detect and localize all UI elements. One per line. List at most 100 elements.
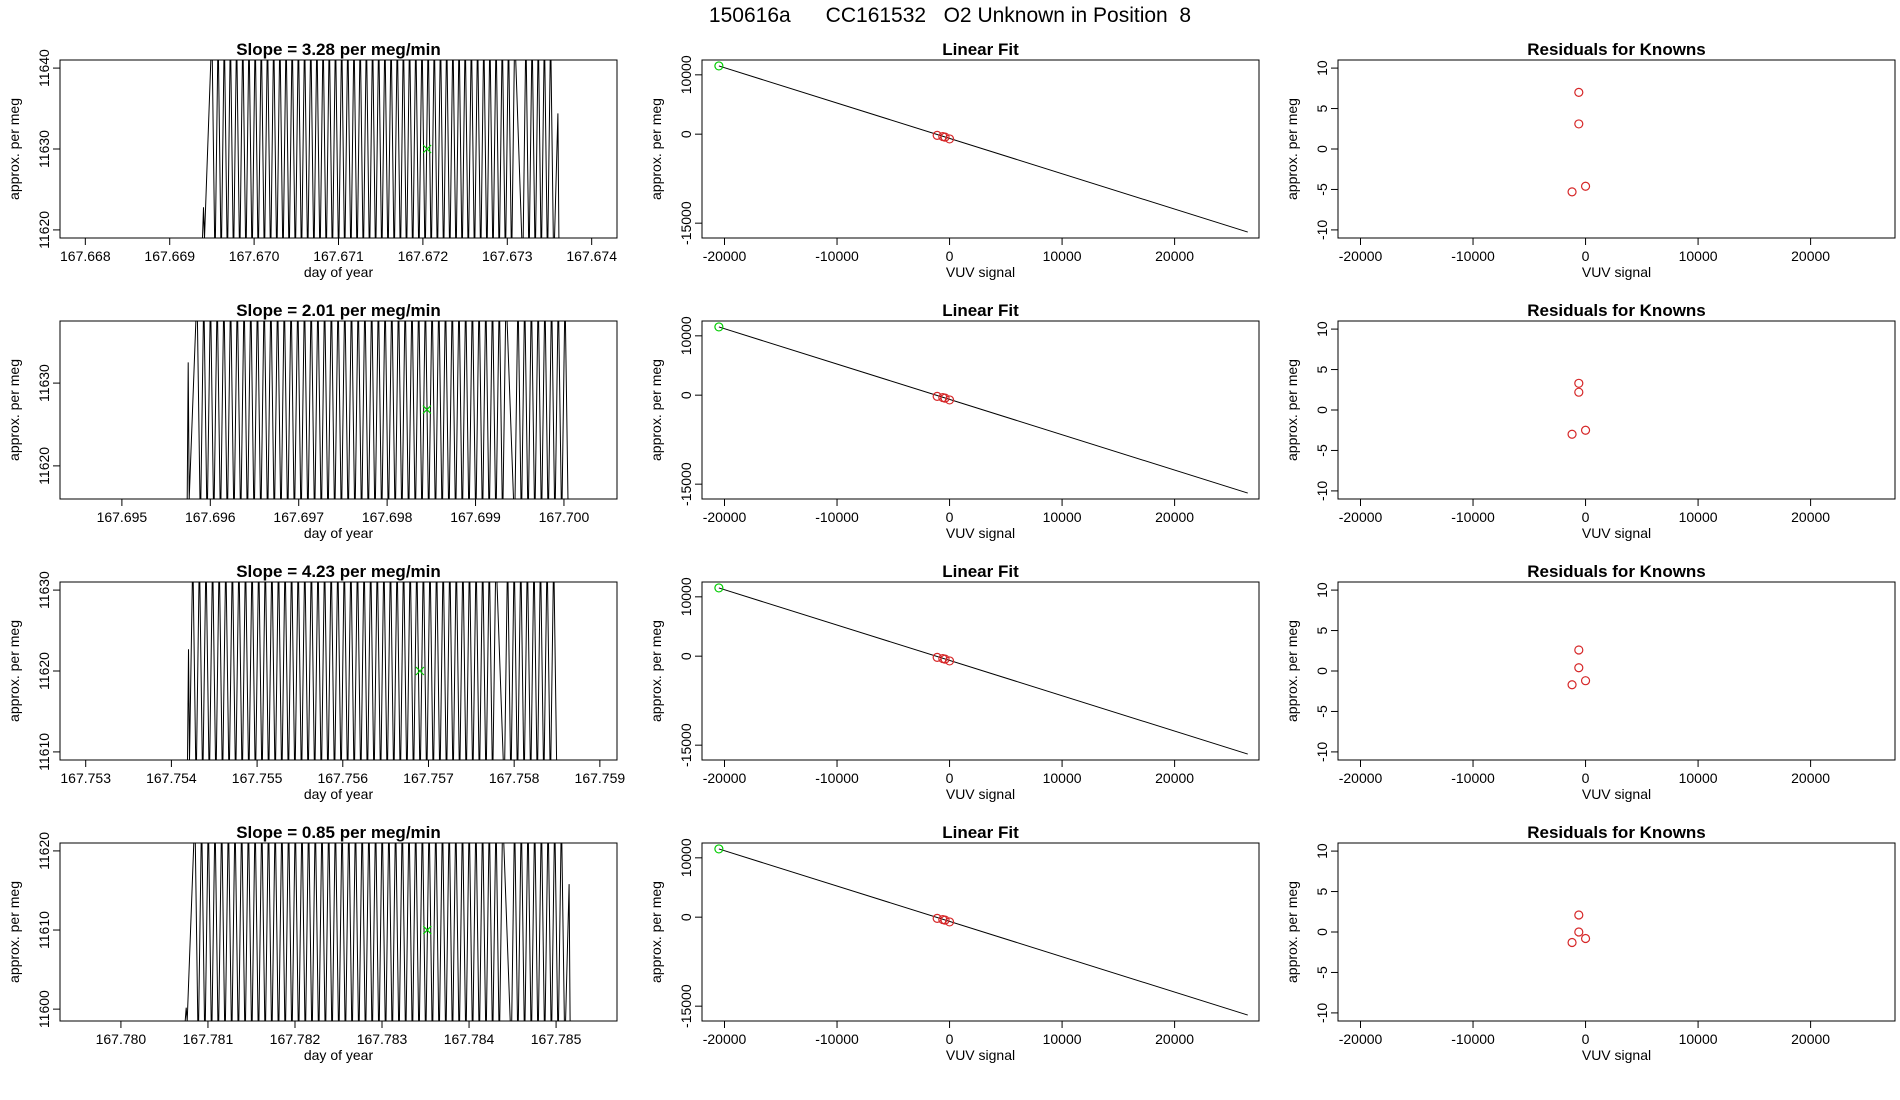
fit-line [718,848,1248,1016]
known-point-marker [940,654,950,664]
x-tick-label: -10000 [1451,248,1495,264]
per-meg-trace [60,60,560,238]
x-tick-label: 20000 [1155,770,1194,786]
x-tick-label: 167.756 [317,770,368,786]
chart-title: Slope = 2.01 per meg/min [236,301,441,320]
x-axis-label: day of year [304,525,374,541]
x-tick-label: 10000 [1679,248,1718,264]
known-point-marker [1567,680,1577,690]
plot-data [60,582,558,760]
known-point-marker [944,656,955,666]
plot-data [714,322,1248,494]
x-tick-label: -10000 [1451,1031,1495,1047]
x-tick-label: 167.668 [60,248,111,264]
unknown-point-marker [422,405,432,415]
x-tick-label: 10000 [1043,509,1082,525]
x-tick-label: 167.754 [146,770,197,786]
x-tick-label: -10000 [1451,509,1495,525]
plot-frame [701,581,1260,761]
x-tick-label: 0 [946,248,954,264]
chart-panel-time-series-1: Slope = 3.28 per meg/min 167.668 167.669 16… [6,40,618,280]
x-tick-label: 10000 [1679,509,1718,525]
x-tick-label: 20000 [1791,1031,1830,1047]
x-axis-label: VUV signal [946,525,1015,541]
known-point-marker [1574,910,1584,920]
x-tick-label: 167.782 [270,1031,321,1047]
x-tick-label: 167.784 [444,1031,495,1047]
x-tick-label: 167.758 [489,770,540,786]
plot-frame [701,842,1260,1022]
chart-title: Linear Fit [942,301,1019,320]
chart-title: Linear Fit [942,562,1019,581]
y-tick-label: -15000 [678,984,694,1028]
x-axis-label: VUV signal [946,1047,1015,1063]
y-tick-label: 10 [1314,582,1330,598]
y-tick-label: 0 [678,652,694,660]
known-point-marker [1580,425,1591,435]
y-tick-label: 10 [1314,321,1330,337]
known-point-marker [1567,187,1577,197]
x-tick-label: 20000 [1155,1031,1194,1047]
y-tick-label: 0 [1314,928,1330,936]
x-tick-label: 0 [1582,509,1590,525]
unknown-point-marker [714,844,724,854]
known-point-marker [1574,927,1584,937]
known-point-marker [1574,387,1584,397]
chart-panel-time-series-3: Slope = 4.23 per meg/min 167.753 167.754 16… [6,562,625,802]
y-tick-label: 10000 [678,55,694,94]
x-tick-label: -20000 [1339,770,1383,786]
x-tick-label: -10000 [815,248,859,264]
x-tick-label: 167.699 [450,509,501,525]
x-tick-label: 167.785 [531,1031,582,1047]
x-tick-label: 20000 [1791,509,1830,525]
known-point-marker [1567,937,1577,948]
y-tick-label: 11600 [36,990,52,1028]
x-tick-label: 167.781 [183,1031,234,1047]
chart-panel-linear-fit-1: Linear Fit -20000 -10000 0 10000 20000 -15000 0… [648,40,1260,280]
known-point-marker [1580,933,1591,944]
known-point-marker [940,915,950,925]
known-point-marker [1580,181,1591,191]
y-tick-label: 10 [1314,60,1330,76]
x-tick-label: 10000 [1043,1031,1082,1047]
x-tick-label: 167.671 [313,248,364,264]
chart-panel-linear-fit-3: Linear Fit -20000 -10000 0 10000 20000 -15000 0… [648,562,1260,802]
y-tick-label: 11620 [36,832,52,870]
y-tick-label: 11630 [36,364,52,402]
unknown-point-marker [422,144,432,154]
x-axis-label: VUV signal [1582,264,1651,280]
y-axis-label: approx. per meg [648,359,664,461]
x-tick-label: 167.780 [96,1031,147,1047]
x-axis-label: VUV signal [1582,786,1651,802]
chart-panel-residuals-4: Residuals for Knowns -20000 -10000 0 10000 20… [1284,823,1896,1063]
chart-title: Linear Fit [942,823,1019,842]
y-tick-label: -5 [1314,705,1330,718]
y-tick-label: 0 [1314,406,1330,414]
chart-title: Residuals for Knowns [1527,40,1706,59]
page-title: 150616a CC161532 O2 Unknown in Position … [708,4,1192,27]
y-tick-label: 5 [1314,104,1330,112]
y-axis-label: approx. per meg [6,620,22,722]
y-tick-label: 10000 [678,316,694,355]
x-axis-label: VUV signal [946,786,1015,802]
plot-frame [701,320,1260,500]
y-tick-label: 11640 [36,49,52,87]
unknown-point-marker [714,322,724,332]
known-point-marker [1567,429,1577,439]
x-tick-label: -20000 [703,248,747,264]
plot-data [1567,378,1591,439]
x-tick-label: -10000 [815,770,859,786]
y-axis-label: approx. per meg [6,98,22,200]
known-point-marker [940,393,950,403]
chart-panel-time-series-4: Slope = 0.85 per meg/min 167.780 167.781 16… [6,823,618,1063]
y-tick-label: 11620 [36,652,52,690]
y-tick-label: -10 [1314,481,1330,501]
y-tick-label: 0 [1314,667,1330,675]
y-tick-label: 11630 [36,130,52,168]
x-axis-label: VUV signal [1582,525,1651,541]
x-tick-label: 0 [946,1031,954,1047]
y-tick-label: 0 [678,130,694,138]
chart-title: Residuals for Knowns [1527,562,1706,581]
x-tick-label: 167.669 [144,248,195,264]
y-tick-label: 5 [1314,626,1330,634]
